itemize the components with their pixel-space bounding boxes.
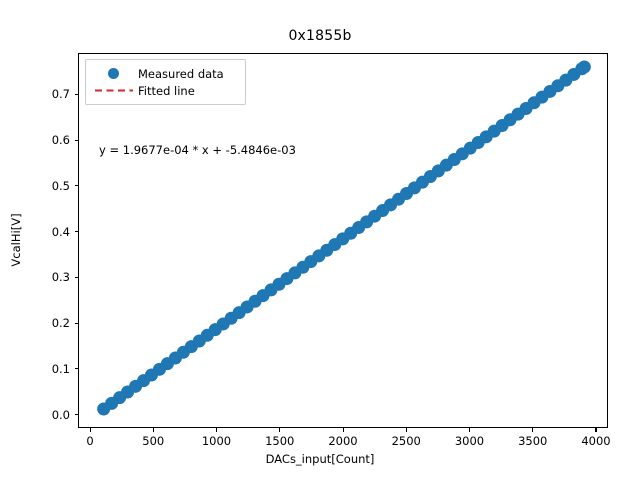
x-tick-label: 500 bbox=[142, 434, 165, 448]
x-tick-mark bbox=[152, 428, 154, 432]
y-tick-mark bbox=[74, 93, 78, 95]
y-tick-label: 0.1 bbox=[51, 361, 70, 376]
x-tick-mark bbox=[405, 428, 407, 432]
x-tick-label: 3500 bbox=[518, 434, 548, 448]
y-tick-mark bbox=[74, 185, 78, 187]
y-tick-mark bbox=[74, 322, 78, 324]
x-tick-mark bbox=[342, 428, 344, 432]
x-tick-label: 2500 bbox=[391, 434, 421, 448]
x-tick-label: 0 bbox=[86, 434, 94, 448]
legend-item-measured-data: Measured data bbox=[92, 65, 238, 82]
x-tick-label: 2000 bbox=[328, 434, 358, 448]
y-tick-label: 0.6 bbox=[51, 133, 70, 148]
measured-data-points bbox=[97, 60, 591, 416]
x-tick-mark bbox=[532, 428, 534, 432]
x-tick-label: 3000 bbox=[454, 434, 485, 448]
legend-label-fitted-line: Fitted line bbox=[138, 83, 195, 98]
x-tick-label: 1000 bbox=[201, 434, 232, 448]
legend-marker-circle-icon bbox=[92, 65, 136, 82]
y-axis-label: VcalHi[V] bbox=[9, 213, 23, 267]
y-tick-label: 0.2 bbox=[51, 316, 70, 331]
legend-marker-dashed-line-icon bbox=[92, 82, 136, 99]
fit-equation-annotation: y = 1.9677e-04 * x + -5.4846e-03 bbox=[99, 143, 296, 157]
y-tick-label: 0.3 bbox=[51, 270, 70, 285]
x-axis-label: DACs_input[Count] bbox=[265, 452, 375, 466]
legend-item-fitted-line: Fitted line bbox=[92, 82, 238, 99]
y-tick-mark bbox=[74, 231, 78, 233]
plot-svg bbox=[97, 60, 591, 416]
x-tick-mark bbox=[89, 428, 91, 432]
x-tick-mark bbox=[468, 428, 471, 432]
legend-label-measured-data: Measured data bbox=[138, 66, 224, 81]
x-tick-mark bbox=[216, 428, 218, 432]
y-tick-mark bbox=[74, 139, 78, 141]
y-tick-label: 0.0 bbox=[51, 407, 70, 422]
x-tick-mark bbox=[279, 428, 281, 432]
x-tick-mark bbox=[595, 428, 597, 432]
y-tick-label: 0.5 bbox=[51, 178, 70, 193]
plot-area bbox=[78, 53, 608, 428]
y-tick-label: 0.4 bbox=[51, 224, 70, 239]
y-tick-mark bbox=[74, 414, 78, 416]
page-title: 0x1855b bbox=[288, 28, 352, 44]
y-tick-label: 0.7 bbox=[51, 87, 70, 102]
y-tick-mark bbox=[74, 368, 78, 370]
x-tick-label: 4000 bbox=[581, 434, 611, 448]
y-tick-mark bbox=[74, 276, 78, 278]
data-point bbox=[577, 60, 591, 74]
legend: Measured data Fitted line bbox=[85, 59, 246, 105]
x-tick-label: 1500 bbox=[265, 434, 295, 448]
